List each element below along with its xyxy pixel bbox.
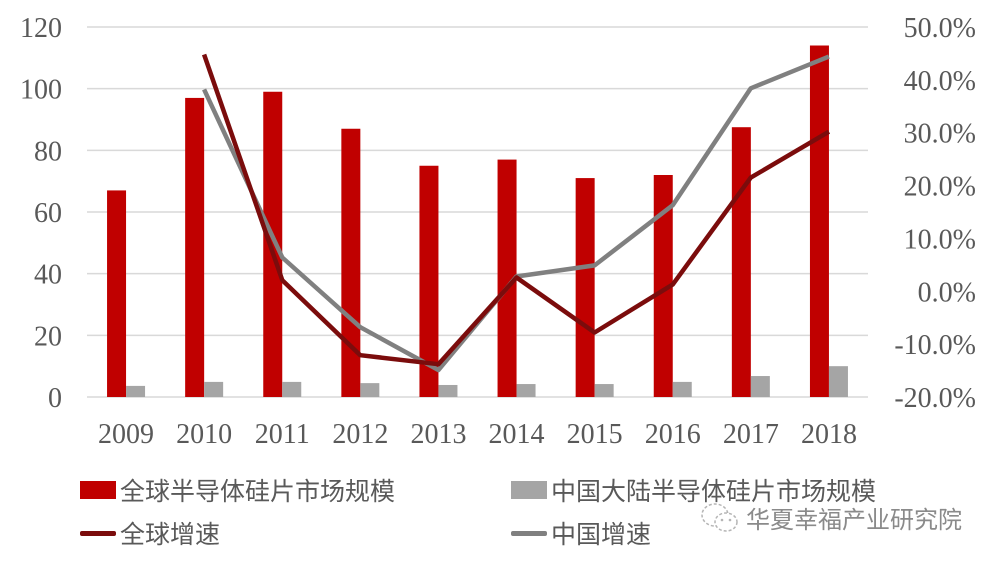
right-tick-label: -20.0% bbox=[894, 383, 976, 414]
bar bbox=[672, 381, 692, 397]
bar bbox=[497, 159, 517, 397]
bar bbox=[828, 366, 848, 397]
line-series bbox=[201, 53, 831, 373]
left-axis-ticks: 0 20 40 60 80 100 120 bbox=[20, 13, 62, 414]
watermark: 华夏幸福产业研究院 bbox=[700, 500, 962, 535]
x-tick-label: 2017 bbox=[723, 419, 779, 450]
right-tick-label: 0.0% bbox=[918, 277, 976, 308]
right-tick-label: 30.0% bbox=[904, 119, 976, 150]
left-tick-label: 20 bbox=[34, 321, 62, 352]
bar bbox=[750, 376, 770, 397]
bar bbox=[575, 178, 595, 397]
right-tick-label: 40.0% bbox=[904, 66, 976, 97]
x-tick-label: 2016 bbox=[645, 419, 701, 450]
right-tick-label: 20.0% bbox=[904, 172, 976, 203]
line-series-path bbox=[201, 53, 831, 367]
bar bbox=[282, 381, 302, 397]
left-tick-label: 120 bbox=[20, 13, 62, 44]
x-tick-label: 2012 bbox=[332, 419, 388, 450]
bar bbox=[126, 385, 146, 397]
x-tick-label: 2011 bbox=[255, 419, 310, 450]
bar-series bbox=[107, 45, 848, 398]
x-tick-label: 2015 bbox=[567, 419, 623, 450]
x-tick-label: 2018 bbox=[801, 419, 857, 450]
bar bbox=[594, 384, 614, 397]
left-tick-label: 40 bbox=[34, 260, 62, 291]
left-tick-label: 100 bbox=[20, 75, 62, 106]
left-tick-label: 80 bbox=[34, 136, 62, 167]
bar bbox=[341, 128, 361, 397]
x-tick-label: 2014 bbox=[489, 419, 545, 450]
watermark-text: 华夏幸福产业研究院 bbox=[746, 506, 962, 534]
right-tick-label: 50.0% bbox=[904, 13, 976, 44]
right-axis-ticks: -20.0% -10.0% 0.0% 10.0% 20.0% 30.0% 40.0% 50.0… bbox=[894, 13, 976, 414]
bar bbox=[809, 45, 829, 397]
bar bbox=[107, 190, 127, 397]
bar bbox=[204, 381, 224, 397]
bar bbox=[438, 384, 458, 397]
wechat-icon bbox=[701, 502, 738, 532]
bar bbox=[516, 384, 536, 397]
x-tick-label: 2009 bbox=[98, 419, 154, 450]
left-tick-label: 0 bbox=[48, 383, 62, 414]
bar bbox=[263, 91, 283, 397]
bar bbox=[360, 383, 380, 397]
bar bbox=[419, 165, 439, 397]
x-axis-ticks: 2009 2010 2011 2012 2013 2014 2015 2016 2017 2018 bbox=[98, 419, 857, 450]
right-tick-label: 10.0% bbox=[904, 224, 976, 255]
bar bbox=[731, 127, 751, 397]
bar bbox=[653, 175, 673, 397]
left-tick-label: 60 bbox=[34, 198, 62, 229]
right-tick-label: -10.0% bbox=[894, 330, 976, 361]
x-tick-label: 2013 bbox=[410, 419, 466, 450]
x-tick-label: 2010 bbox=[176, 419, 232, 450]
bar bbox=[185, 97, 205, 398]
